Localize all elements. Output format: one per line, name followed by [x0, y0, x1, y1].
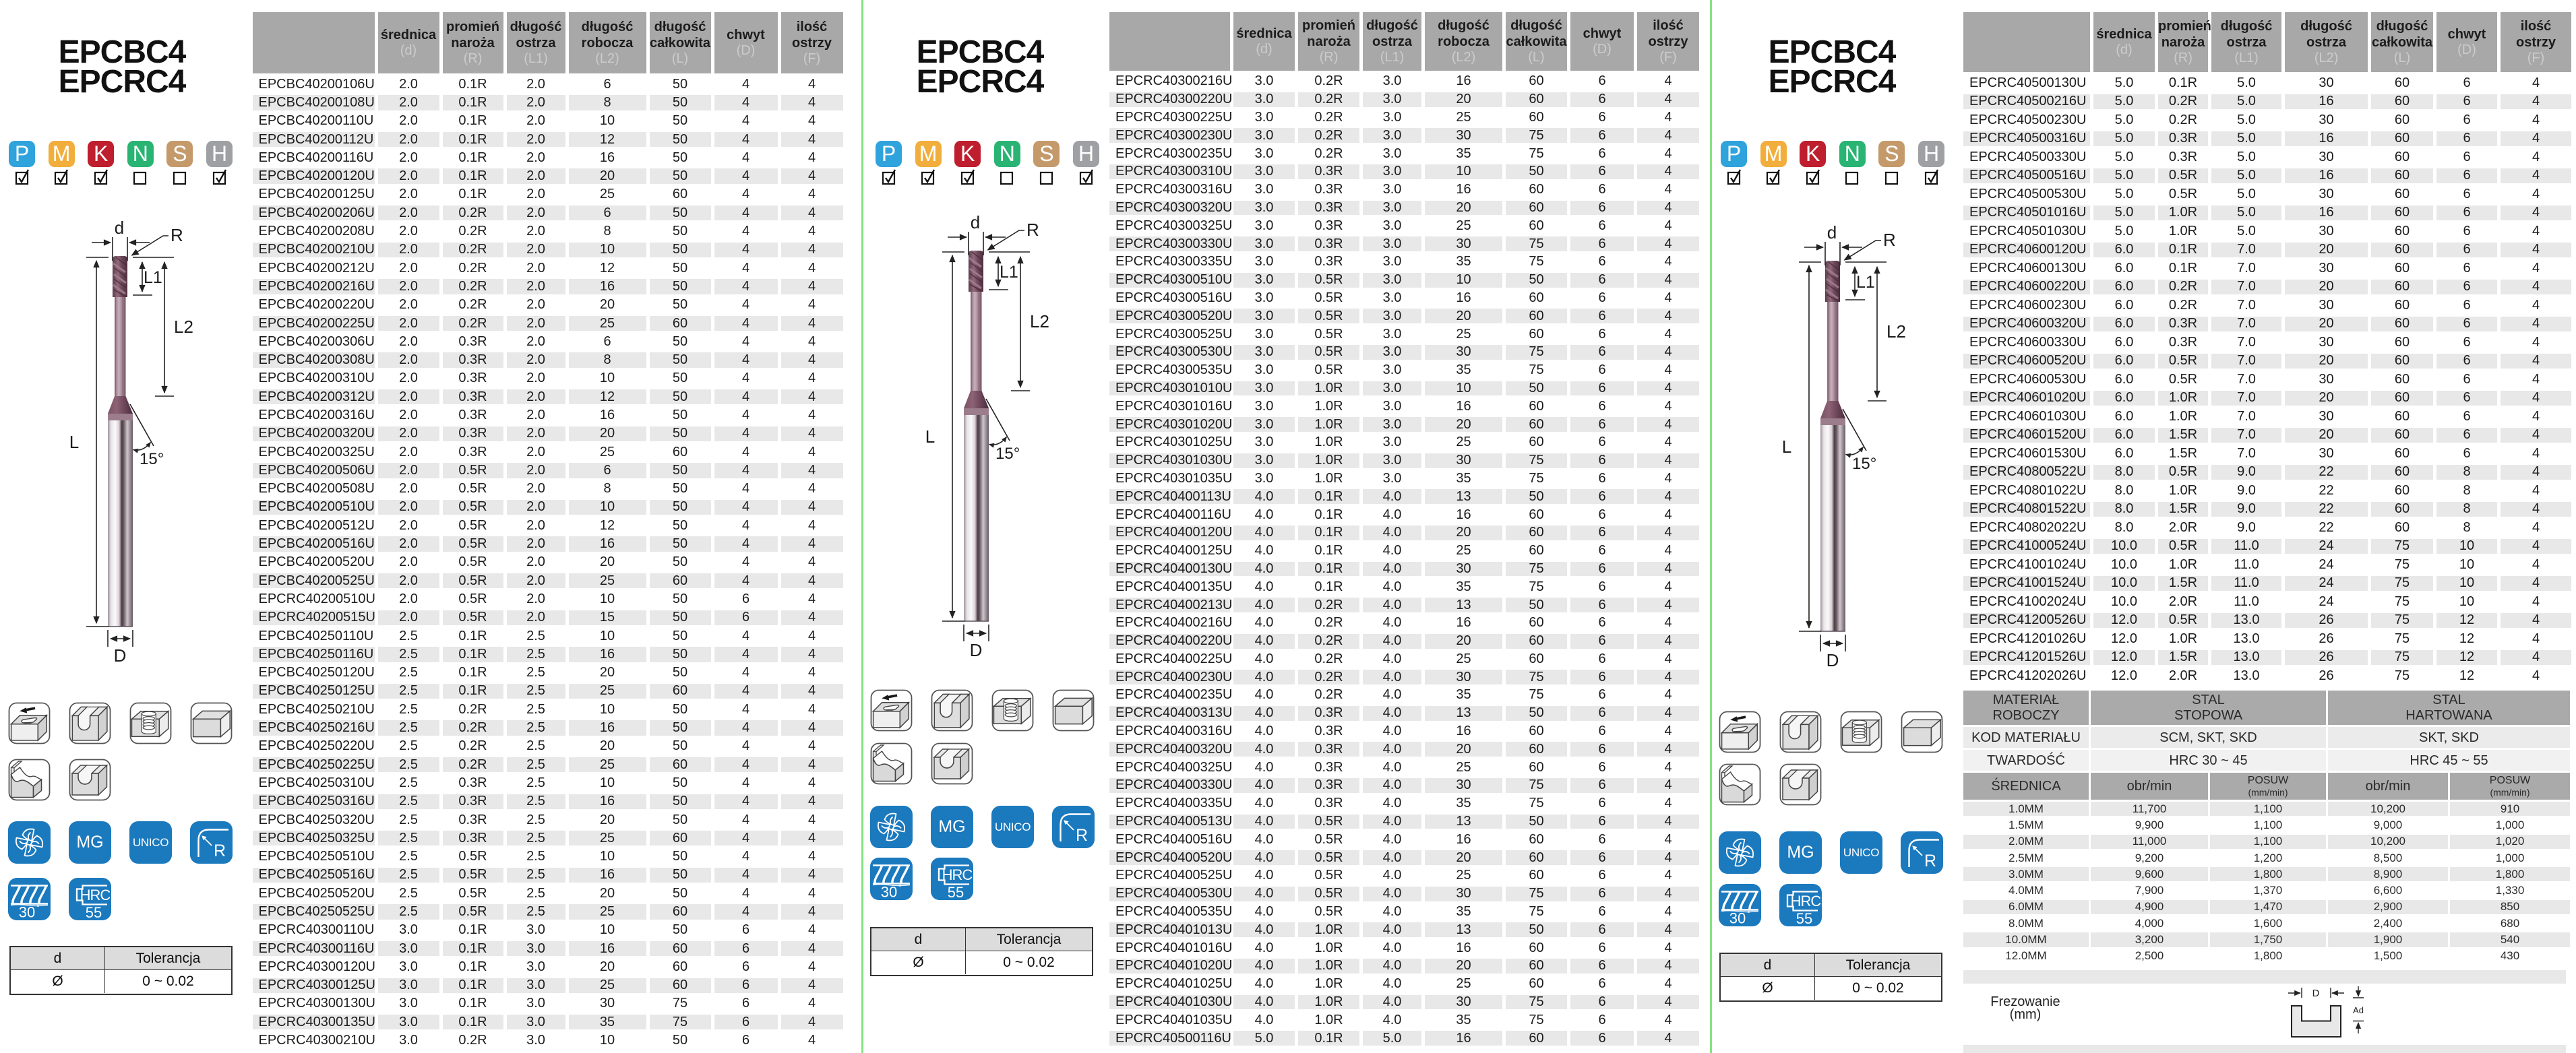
svg-text:Ad: Ad: [2353, 1005, 2364, 1015]
svg-text:D: D: [2312, 988, 2320, 999]
